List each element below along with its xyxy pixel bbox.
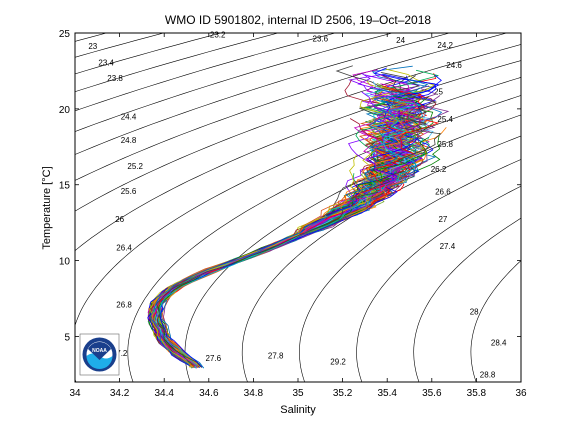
x-tick-label: 34.2 xyxy=(110,388,130,399)
x-axis-label: Salinity xyxy=(280,404,316,416)
isopycnal-label: 28.8 xyxy=(480,370,496,379)
y-tick-label: 25 xyxy=(59,29,71,40)
x-tick-label: 35 xyxy=(292,388,304,399)
y-tick-label: 10 xyxy=(59,257,71,268)
isopycnal-label: 27 xyxy=(438,215,447,224)
isopycnal-label: 25.4 xyxy=(437,115,453,124)
x-tick-label: 35.6 xyxy=(422,388,442,399)
x-tick-label: 36 xyxy=(515,388,527,399)
isopycnal-label: 23 xyxy=(88,42,97,51)
isopycnal-label: 25.8 xyxy=(437,140,453,149)
isopycnal-label: 26.2 xyxy=(431,165,447,174)
isopycnal-label: 26 xyxy=(115,215,124,224)
x-tick-label: 35.8 xyxy=(467,388,487,399)
x-tick-label: 34 xyxy=(69,388,81,399)
isopycnal-label: 24.6 xyxy=(446,61,462,70)
isopycnal-label: 25.6 xyxy=(121,187,137,196)
x-tick-label: 35.2 xyxy=(333,388,353,399)
x-tick-label: 35.4 xyxy=(377,388,397,399)
isopycnal-label: 23.8 xyxy=(107,74,123,83)
x-tick-label: 34.6 xyxy=(199,388,219,399)
isopycnal-label: 29.2 xyxy=(330,358,346,367)
isopycnal-label: 28.4 xyxy=(491,339,507,348)
y-tick-label: 5 xyxy=(64,332,70,343)
y-tick-label: 15 xyxy=(59,181,71,192)
x-tick-label: 34.8 xyxy=(244,388,264,399)
isopycnal-label: 24.4 xyxy=(121,113,137,122)
isopycnal-label: 26.4 xyxy=(116,244,132,253)
isopycnal-label: 23.6 xyxy=(313,34,329,43)
y-axis-label: Temperature [°C] xyxy=(41,166,53,249)
isopycnal-label: 28 xyxy=(470,308,479,317)
chart-title: WMO ID 5901802, internal ID 2506, 19–Oct… xyxy=(165,13,431,27)
isopycnal-label: 26.6 xyxy=(435,188,451,197)
isopycnal-label: 23.4 xyxy=(98,59,114,68)
noaa-logo: NOAA xyxy=(80,334,119,375)
isopycnal-label: 25 xyxy=(434,88,443,97)
noaa-logo-text: NOAA xyxy=(92,348,107,354)
x-tick-label: 34.4 xyxy=(154,388,174,399)
isopycnal-label: 24 xyxy=(396,36,405,45)
isopycnal-label: 27.4 xyxy=(440,242,456,251)
isopycnal-label: 24.8 xyxy=(121,136,137,145)
isopycnal-label: 23.2 xyxy=(210,31,226,40)
isopycnal-label: 26.8 xyxy=(116,301,132,310)
isopycnal-label: 27.8 xyxy=(268,352,284,361)
isopycnal-label: 24.2 xyxy=(437,41,453,50)
y-tick-label: 20 xyxy=(59,105,71,116)
isopycnal-label: 27.6 xyxy=(206,354,222,363)
isopycnal-label: 25.2 xyxy=(127,162,143,171)
